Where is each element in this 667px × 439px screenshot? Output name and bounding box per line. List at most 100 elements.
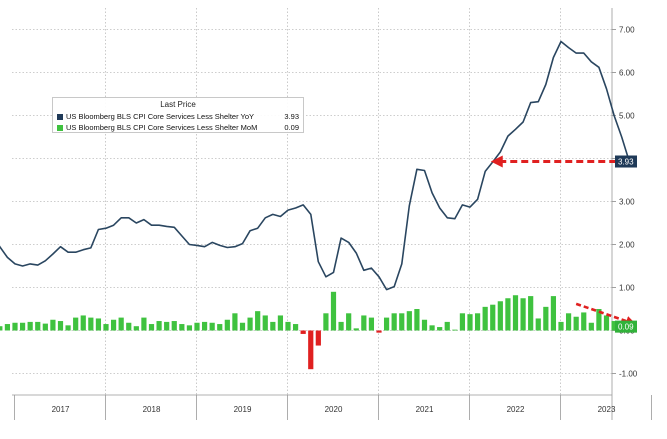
mom-bar xyxy=(171,321,177,331)
annotations xyxy=(490,155,637,326)
y-tick-label: -1.00 xyxy=(619,370,638,379)
mom-bar xyxy=(543,306,549,331)
y-tick-label: 5.00 xyxy=(619,112,635,121)
mom-bar xyxy=(285,321,291,331)
mom-bar xyxy=(164,321,170,331)
mom-bar xyxy=(95,318,102,331)
mom-bar xyxy=(512,295,519,331)
mom-value-tag xyxy=(615,320,637,333)
legend: Last Price US Bloomberg BLS CPI Core Ser… xyxy=(52,97,304,133)
mom-bar xyxy=(482,306,488,331)
mom-bar xyxy=(353,328,359,331)
mom-bar xyxy=(186,325,193,331)
mom-bars xyxy=(0,291,632,370)
mom-bar xyxy=(596,309,602,331)
mom-bar xyxy=(133,326,139,331)
mom-bar xyxy=(118,317,124,331)
legend-value-mom: 0.09 xyxy=(284,123,299,132)
mom-bar xyxy=(603,315,610,331)
mom-bar xyxy=(323,313,329,331)
yoy-line xyxy=(0,40,631,291)
value-tags: 3.93 0.09 xyxy=(615,155,637,333)
mom-bar xyxy=(57,321,64,331)
mom-bar xyxy=(558,321,564,331)
mom-bar xyxy=(148,324,155,331)
yoy-line-group xyxy=(0,40,631,291)
mom-bar xyxy=(277,315,284,331)
mom-bar xyxy=(156,321,162,331)
mom-bar xyxy=(520,298,526,331)
mom-bar xyxy=(315,330,321,346)
mom-bar xyxy=(383,317,390,331)
mom-bar xyxy=(262,315,268,331)
legend-label-yoy: US Bloomberg BLS CPI Core Services Less … xyxy=(66,112,255,121)
mom-bar xyxy=(4,324,11,331)
mom-bar xyxy=(376,330,382,333)
mom-bar xyxy=(414,309,420,331)
mom-value-tag-text: 0.09 xyxy=(618,323,634,332)
mom-bar xyxy=(73,317,79,331)
x-tick-label: 2020 xyxy=(325,405,343,414)
mom-bar xyxy=(194,322,200,331)
x-tick-label: 2018 xyxy=(143,405,161,414)
mom-bar xyxy=(391,313,397,331)
mom-trend-arrow xyxy=(575,302,637,326)
mom-bar xyxy=(444,321,450,331)
mom-bar xyxy=(361,315,367,331)
legend-item-mom: US Bloomberg BLS CPI Core Services Less … xyxy=(57,122,299,133)
mom-bar xyxy=(35,321,41,331)
mom-bar xyxy=(459,313,466,331)
mom-bar xyxy=(421,319,428,331)
mom-bar xyxy=(103,324,109,331)
mom-bar xyxy=(399,313,405,331)
x-tick-label: 2023 xyxy=(598,405,616,414)
yoy-value-tag-text: 3.93 xyxy=(618,158,634,167)
mom-bar xyxy=(300,330,306,334)
mom-bar xyxy=(490,304,496,331)
mom-bar xyxy=(232,313,238,331)
mom-bar xyxy=(50,319,56,331)
legend-title: Last Price xyxy=(160,100,196,109)
mom-bar xyxy=(308,330,314,370)
mom-bar xyxy=(406,311,412,331)
mom-bar xyxy=(12,322,18,331)
mom-bar xyxy=(88,317,94,331)
mom-bar xyxy=(611,321,617,331)
mom-bar xyxy=(239,322,246,331)
mom-bar xyxy=(27,321,33,331)
mom-bar xyxy=(429,325,435,331)
x-tick-label: 2021 xyxy=(416,405,434,414)
mom-bar xyxy=(292,324,299,331)
y-tick-label: 6.00 xyxy=(619,69,635,78)
mom-bar xyxy=(0,326,3,331)
legend-swatch-mom xyxy=(57,124,63,131)
mom-bar xyxy=(42,323,48,331)
legend-label-mom: US Bloomberg BLS CPI Core Services Less … xyxy=(66,123,258,132)
mom-bar xyxy=(65,325,71,331)
legend-swatch-yoy xyxy=(57,113,63,120)
x-tick-label: 2022 xyxy=(507,405,525,414)
mom-bar xyxy=(588,322,594,331)
mom-bar xyxy=(346,313,352,331)
mom-bar xyxy=(368,317,375,331)
mom-bar xyxy=(141,317,147,331)
yoy-value-tag xyxy=(615,155,637,168)
mom-bar xyxy=(505,298,511,331)
mom-bar xyxy=(19,322,26,331)
mom-bar xyxy=(80,315,86,331)
mom-bar xyxy=(452,329,458,331)
mom-bar xyxy=(110,319,117,331)
mom-bar xyxy=(550,296,557,331)
mom-bar xyxy=(201,321,208,331)
mom-bar xyxy=(497,301,503,331)
mom-bar xyxy=(270,321,276,331)
mom-bar xyxy=(255,311,261,331)
mom-bar xyxy=(338,321,344,331)
y-tick-label: 1.00 xyxy=(619,284,635,293)
mom-bar xyxy=(535,318,541,331)
mom-bar xyxy=(437,327,443,331)
mom-bar xyxy=(179,324,185,331)
y-tick-label: 3.00 xyxy=(619,198,635,207)
mom-bar xyxy=(581,312,587,331)
